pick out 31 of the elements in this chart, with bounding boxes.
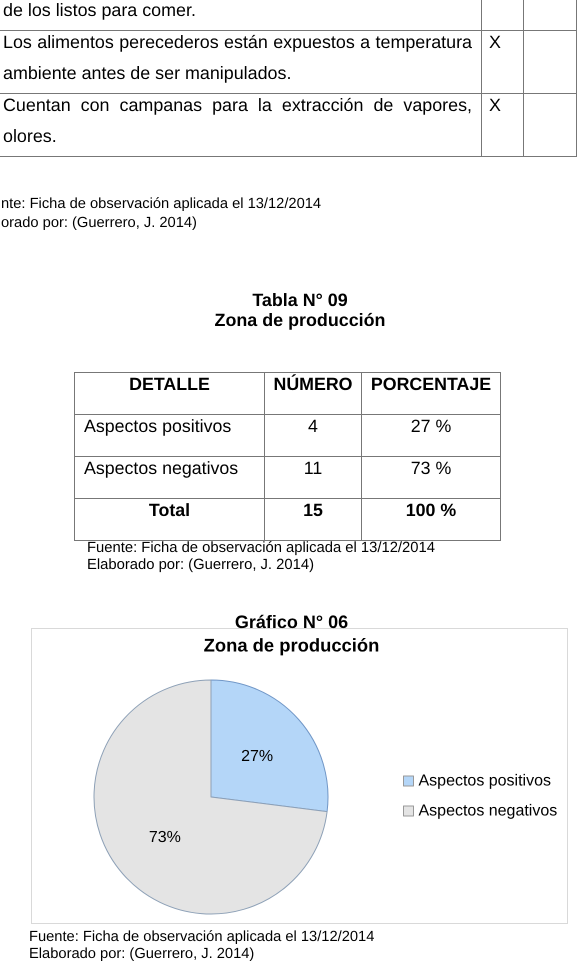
text: Zona de producción xyxy=(214,310,386,330)
chart-title: Gráfico N° 06 xyxy=(234,612,348,632)
source-note: Fuente: Ficha de observación aplicada el 13/12/2014 xyxy=(29,929,374,946)
text: nte: Ficha de observación aplicada el 13/12/2014 xyxy=(1,195,322,214)
data-label: 100 % xyxy=(404,500,458,520)
category-label: Total xyxy=(148,500,192,520)
category-label: Los alimentos perecederos están expuestos a temperatura ambiente antes de ser manipulados. xyxy=(3,31,472,85)
text: DETALLE xyxy=(128,374,211,394)
source-note: Fuente: Ficha de observación aplicada el 13/12/2014 xyxy=(87,540,435,557)
data-label: 11 xyxy=(302,458,324,478)
text: NÚMERO xyxy=(272,374,354,394)
data-label: 27% xyxy=(241,748,274,765)
data-label: 15 xyxy=(302,500,324,520)
data-label: 27 % xyxy=(410,416,452,436)
text: Elaborado por: (Guerrero, J. 2014) xyxy=(29,946,254,963)
data-label: 4 xyxy=(307,416,319,436)
legend-label: Aspectos negativos xyxy=(418,802,558,820)
text: X xyxy=(489,32,501,52)
data-label: 73% xyxy=(148,829,181,846)
text: PORCENTAJE xyxy=(370,374,492,394)
category-label: Cuentan con campanas para la extracción de vapores, olores. xyxy=(3,94,472,148)
chart-subtitle: Zona de producción xyxy=(204,634,380,656)
category-label: Aspectos negativos xyxy=(84,458,240,478)
legend-label: Aspectos positivos xyxy=(418,772,552,790)
category-label: Aspectos positivos xyxy=(84,416,232,436)
text: X xyxy=(489,95,501,115)
text: orado por: (Guerrero, J. 2014) xyxy=(1,214,197,233)
text: Elaborado por: (Guerrero, J. 2014) xyxy=(87,557,314,574)
data-label: 73 % xyxy=(410,458,452,478)
category-label: de los listos para comer. xyxy=(3,0,197,22)
text: Tabla N° 09 xyxy=(251,290,349,310)
